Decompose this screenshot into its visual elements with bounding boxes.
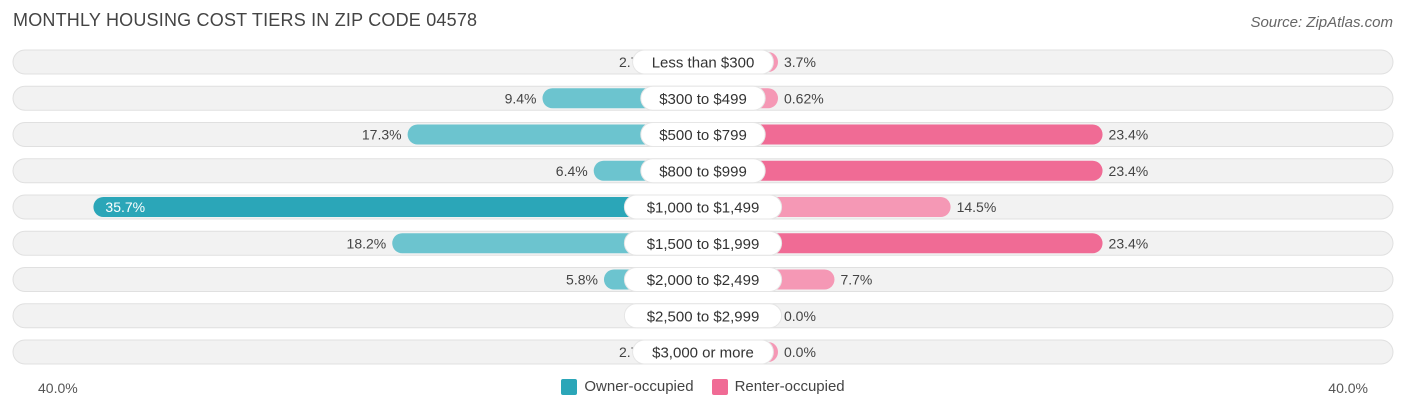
category-pill	[632, 339, 774, 365]
category-label: $2,500 to $2,999	[647, 308, 760, 325]
category-label: $1,500 to $1,999	[647, 236, 760, 253]
label-owner-value: 18.2%	[347, 235, 387, 251]
bar-renter-occupied[interactable]	[703, 160, 1103, 181]
category-pill	[623, 267, 783, 292]
legend-swatch-renter	[711, 378, 728, 395]
label-renter-value: 23.4%	[1109, 235, 1149, 251]
category-label: $800 to $999	[659, 163, 747, 180]
category-label: Less than $300	[652, 55, 755, 72]
legend-swatch-owner	[561, 378, 578, 395]
label-renter-value: 23.4%	[1109, 127, 1149, 143]
category-label: $3,000 or more	[652, 345, 754, 362]
label-owner-value: 17.3%	[362, 127, 402, 143]
bar-owner-occupied[interactable]	[407, 124, 703, 145]
legend-item-owner[interactable]: Owner-occupied	[561, 378, 694, 395]
category-pill	[623, 230, 783, 256]
label-owner-value: 5.8%	[566, 272, 598, 288]
category-label: $500 to $799	[659, 127, 747, 144]
category-label: $1,000 to $1,499	[647, 200, 760, 217]
legend: Owner-occupied Renter-occupied	[0, 378, 1406, 395]
axis-left-label: 40.0%	[38, 380, 78, 396]
category-pill	[640, 158, 766, 184]
label-owner-value: 35.7%	[105, 199, 145, 215]
bar-renter-occupied[interactable]	[703, 124, 1103, 145]
category-pill	[632, 49, 774, 75]
bar-owner-occupied[interactable]	[93, 197, 704, 217]
category-pill	[640, 122, 766, 147]
category-pill	[623, 194, 783, 220]
label-owner-value: 6.4%	[556, 163, 588, 179]
axis-right-label: 40.0%	[1328, 380, 1368, 396]
category-pill	[640, 85, 766, 111]
label-renter-value: 0.62%	[784, 90, 824, 106]
chart-source: Source: ZipAtlas.com	[1250, 14, 1393, 31]
label-renter-value: 23.4%	[1109, 163, 1149, 179]
label-renter-value: 0.0%	[784, 308, 816, 324]
bar-renter-occupied[interactable]	[703, 233, 1103, 254]
label-renter-value: 7.7%	[840, 272, 872, 288]
label-owner-value: 9.4%	[505, 90, 537, 106]
category-pill	[623, 303, 783, 329]
category-label: $2,000 to $2,499	[647, 272, 760, 289]
legend-label-owner: Owner-occupied	[584, 378, 694, 395]
label-renter-value: 0.0%	[784, 344, 816, 360]
legend-label-renter: Renter-occupied	[734, 378, 845, 395]
label-renter-value: 3.7%	[784, 54, 816, 70]
category-label: $300 to $499	[659, 91, 747, 108]
chart-title: MONTHLY HOUSING COST TIERS IN ZIP CODE 0…	[13, 10, 478, 30]
label-renter-value: 14.5%	[957, 199, 997, 215]
legend-item-renter[interactable]: Renter-occupied	[711, 378, 845, 395]
